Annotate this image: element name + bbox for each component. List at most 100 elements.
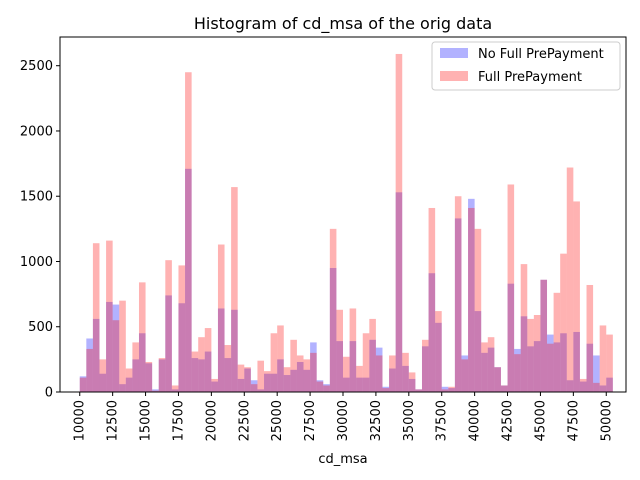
bar-full-prepayment-27 — [257, 360, 265, 392]
x-tick-label-15: 47500 — [566, 400, 581, 441]
bar-no-full-prepayment-73 — [560, 333, 567, 392]
x-tick-label-11: 37500 — [435, 400, 450, 441]
bar-no-full-prepayment-65 — [507, 283, 515, 392]
bar-no-full-prepayment-8 — [132, 359, 139, 392]
bar-full-prepayment-15 — [178, 265, 186, 392]
x-tick-label-0: 10000 — [73, 400, 88, 441]
bar-full-prepayment-14 — [171, 385, 179, 392]
bar-no-full-prepayment-54 — [435, 322, 442, 392]
bar-full-prepayment-10 — [145, 361, 153, 392]
bar-full-prepayment-28 — [264, 371, 271, 392]
bar-no-full-prepayment-71 — [547, 334, 554, 392]
bar-no-full-prepayment-25 — [244, 368, 251, 392]
y-tick-label-3: 1500 — [20, 190, 53, 205]
bar-full-prepayment-1 — [86, 348, 93, 392]
bar-no-full-prepayment-21 — [217, 308, 225, 392]
bar-full-prepayment-51 — [415, 389, 422, 392]
bar-full-prepayment-52 — [421, 339, 429, 392]
bar-full-prepayment-71 — [547, 343, 554, 392]
series-no-full-prepayment — [79, 168, 613, 392]
bar-no-full-prepayment-34 — [303, 369, 311, 392]
bar-full-prepayment-2 — [92, 243, 100, 392]
bar-no-full-prepayment-56 — [448, 388, 455, 392]
bar-no-full-prepayment-16 — [185, 168, 192, 392]
bar-full-prepayment-41 — [349, 308, 357, 392]
legend-swatch-full-prepayment — [440, 71, 468, 81]
bar-full-prepayment-77 — [586, 284, 594, 392]
bar-full-prepayment-46 — [382, 388, 390, 392]
bar-no-full-prepayment-80 — [606, 377, 613, 392]
bar-full-prepayment-48 — [395, 53, 403, 392]
bar-full-prepayment-56 — [448, 386, 455, 392]
bar-no-full-prepayment-3 — [99, 373, 107, 392]
bar-full-prepayment-47 — [389, 355, 396, 392]
bar-full-prepayment-60 — [474, 228, 482, 392]
bar-no-full-prepayment-24 — [237, 378, 245, 392]
bar-no-full-prepayment-32 — [290, 369, 297, 392]
y-tick-label-1: 500 — [28, 320, 53, 335]
bar-no-full-prepayment-59 — [468, 198, 475, 392]
bar-no-full-prepayment-58 — [461, 355, 469, 392]
bar-no-full-prepayment-0 — [79, 376, 87, 392]
bar-no-full-prepayment-40 — [343, 377, 350, 392]
bar-full-prepayment-66 — [514, 354, 521, 392]
bar-full-prepayment-4 — [106, 240, 113, 392]
bar-no-full-prepayment-6 — [119, 384, 126, 392]
bar-no-full-prepayment-78 — [593, 355, 600, 392]
bar-no-full-prepayment-33 — [296, 361, 304, 392]
x-tick-label-14: 45000 — [533, 400, 548, 441]
bar-full-prepayment-78 — [593, 382, 600, 392]
x-tick-label-2: 15000 — [139, 400, 154, 441]
bar-no-full-prepayment-23 — [231, 309, 238, 392]
bar-full-prepayment-21 — [217, 244, 225, 392]
bar-full-prepayment-16 — [185, 72, 192, 393]
bar-full-prepayment-17 — [191, 351, 199, 392]
bar-full-prepayment-36 — [316, 381, 324, 392]
x-axis-label: cd_msa — [318, 452, 367, 467]
bar-no-full-prepayment-69 — [533, 341, 541, 392]
bar-full-prepayment-35 — [310, 352, 317, 392]
bar-no-full-prepayment-45 — [375, 347, 383, 392]
x-tick-label-7: 27500 — [303, 400, 318, 441]
bar-no-full-prepayment-52 — [421, 346, 429, 392]
bar-full-prepayment-37 — [323, 385, 330, 392]
bar-full-prepayment-49 — [402, 352, 409, 392]
bar-full-prepayment-59 — [468, 207, 475, 392]
plot-area — [79, 53, 613, 393]
bar-no-full-prepayment-35 — [310, 342, 317, 392]
bar-no-full-prepayment-7 — [125, 377, 133, 392]
bar-full-prepayment-6 — [119, 300, 126, 392]
bar-full-prepayment-33 — [296, 355, 304, 392]
bar-no-full-prepayment-61 — [481, 352, 488, 392]
bar-no-full-prepayment-37 — [323, 384, 330, 392]
bar-full-prepayment-7 — [125, 368, 133, 392]
bar-no-full-prepayment-57 — [454, 218, 462, 392]
bar-full-prepayment-42 — [356, 365, 363, 392]
bar-full-prepayment-53 — [428, 207, 436, 392]
bar-no-full-prepayment-47 — [389, 368, 396, 392]
bar-full-prepayment-8 — [132, 342, 139, 392]
bar-full-prepayment-72 — [553, 292, 561, 392]
bar-no-full-prepayment-29 — [270, 373, 278, 392]
bar-full-prepayment-38 — [329, 228, 337, 392]
bar-no-full-prepayment-11 — [152, 389, 159, 392]
bar-full-prepayment-74 — [566, 167, 574, 392]
bar-full-prepayment-3 — [99, 359, 107, 392]
bar-no-full-prepayment-18 — [198, 359, 205, 392]
bar-no-full-prepayment-10 — [145, 363, 153, 392]
bar-full-prepayment-69 — [533, 314, 541, 392]
bar-no-full-prepayment-63 — [494, 367, 501, 392]
bar-no-full-prepayment-4 — [106, 301, 113, 392]
bar-full-prepayment-64 — [500, 385, 508, 392]
bar-full-prepayment-34 — [303, 359, 311, 392]
bar-no-full-prepayment-44 — [369, 339, 376, 392]
bar-no-full-prepayment-5 — [112, 304, 120, 392]
legend-swatch-no-full-prepayment — [440, 48, 468, 58]
bar-no-full-prepayment-27 — [257, 389, 265, 392]
bar-full-prepayment-80 — [606, 334, 613, 392]
bar-no-full-prepayment-72 — [553, 342, 561, 392]
bar-no-full-prepayment-31 — [283, 375, 291, 392]
bar-no-full-prepayment-14 — [171, 389, 179, 392]
bar-no-full-prepayment-39 — [336, 341, 343, 392]
